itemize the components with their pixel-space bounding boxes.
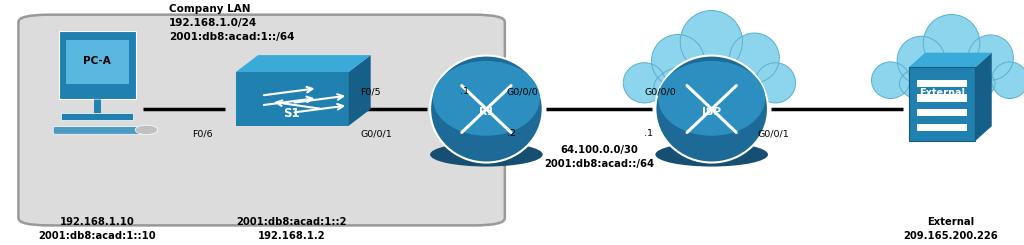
FancyBboxPatch shape [236,72,348,126]
FancyBboxPatch shape [66,39,129,84]
Ellipse shape [991,62,1024,98]
Text: .2: .2 [507,129,516,138]
Text: External: External [920,88,965,98]
Text: G0/0/0: G0/0/0 [644,87,676,96]
Text: G0/0/1: G0/0/1 [758,129,790,138]
Text: F0/5: F0/5 [360,87,381,96]
Polygon shape [909,53,991,67]
Ellipse shape [624,63,666,103]
Polygon shape [236,55,371,72]
FancyBboxPatch shape [59,31,135,99]
Ellipse shape [729,33,779,83]
Text: G0/0/1: G0/0/1 [360,129,392,138]
FancyBboxPatch shape [18,15,505,225]
Ellipse shape [924,14,980,71]
Ellipse shape [658,61,765,136]
Ellipse shape [968,35,1014,80]
Ellipse shape [651,35,705,87]
Text: 2001:db8:acad:1::2
192.168.1.2: 2001:db8:acad:1::2 192.168.1.2 [237,217,347,241]
FancyBboxPatch shape [61,113,133,120]
Text: F0/6: F0/6 [193,129,213,138]
Text: External
209.165.200.226
2001:db8:acad:200::226/64: External 209.165.200.226 2001:db8:acad:2… [872,217,1024,245]
Text: 192.168.1.10
2001:db8:acad:1::10: 192.168.1.10 2001:db8:acad:1::10 [39,217,156,241]
Ellipse shape [430,142,543,167]
Ellipse shape [135,125,158,135]
FancyBboxPatch shape [916,109,968,116]
Text: .1: .1 [644,129,653,138]
Ellipse shape [680,11,742,73]
Ellipse shape [756,63,796,103]
Text: Company LAN
192.168.1.0/24
2001:db8:acad:1::/64: Company LAN 192.168.1.0/24 2001:db8:acad… [169,4,295,42]
FancyBboxPatch shape [909,67,976,141]
Polygon shape [348,55,371,126]
FancyBboxPatch shape [916,123,968,131]
Ellipse shape [654,63,759,110]
FancyBboxPatch shape [916,79,968,87]
Ellipse shape [433,61,540,136]
Text: .1: .1 [460,87,469,96]
Text: PC-A: PC-A [83,57,112,66]
Text: S1: S1 [284,107,300,121]
Text: ISP: ISP [702,107,721,117]
FancyBboxPatch shape [916,94,968,101]
Text: R1: R1 [479,107,494,117]
FancyBboxPatch shape [53,127,141,134]
Text: 64.100.0.0/30
2001:db8:acad::/64: 64.100.0.0/30 2001:db8:acad::/64 [544,145,654,169]
Ellipse shape [655,142,768,167]
Polygon shape [975,53,991,141]
Ellipse shape [899,62,995,105]
Ellipse shape [871,62,909,98]
Ellipse shape [897,36,945,84]
Text: G0/0/0: G0/0/0 [507,87,539,96]
Ellipse shape [430,56,543,162]
Ellipse shape [655,56,768,162]
